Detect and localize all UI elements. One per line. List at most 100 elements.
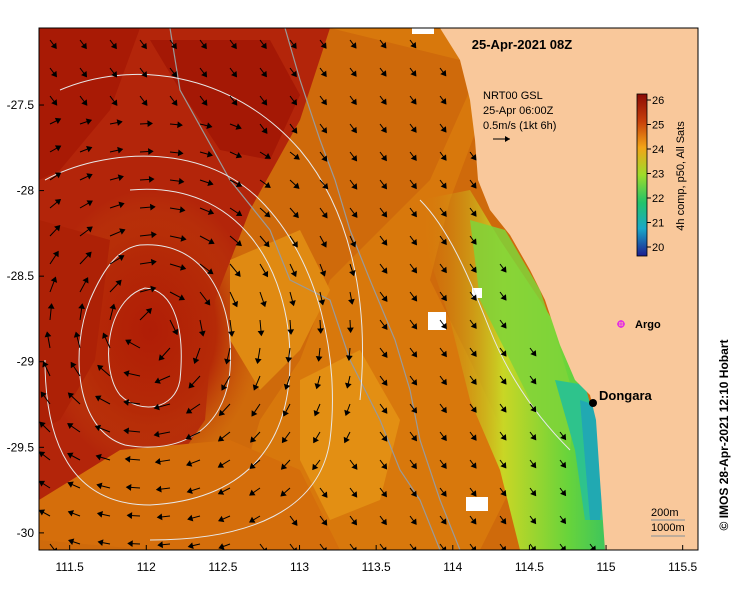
- current-arrow-head: [95, 395, 102, 402]
- current-arrow-head: [500, 266, 507, 273]
- sst-field: [39, 28, 698, 550]
- current-arrow-head: [119, 228, 126, 235]
- current-arrow-head: [67, 510, 75, 517]
- current-arrow-head: [217, 435, 225, 442]
- current-arrow-head: [231, 300, 239, 308]
- current-arrow-head: [39, 480, 46, 487]
- current-arrow: [259, 543, 266, 550]
- current-arrow-head: [123, 370, 130, 377]
- current-arrow-head: [440, 238, 447, 246]
- current-arrow-head: [313, 409, 320, 417]
- current-arrow-head: [350, 98, 357, 106]
- current-arrow-head: [500, 350, 507, 357]
- current-arrow-head: [411, 351, 418, 358]
- current-arrow-head: [410, 210, 417, 218]
- colorbar-tick-label: 24: [652, 144, 664, 156]
- current-arrow-head: [54, 198, 62, 206]
- current-arrow-head: [315, 356, 323, 362]
- y-axis: -27.5 -28 -28.5 -29 -29.5 -30: [7, 98, 44, 540]
- colorbar-tick-label: 21: [652, 218, 664, 230]
- current-arrow-head: [201, 99, 208, 106]
- current-arrow-head: [185, 433, 192, 440]
- current-arrow-head: [351, 463, 358, 470]
- current-arrow-head: [260, 42, 267, 50]
- current-arrow-head: [345, 355, 353, 362]
- current-arrow-head: [249, 516, 256, 523]
- current-arrow-head: [50, 70, 57, 78]
- current-arrow-head: [80, 42, 87, 50]
- dongara-marker: [589, 399, 597, 407]
- current-arrow-head: [207, 268, 214, 275]
- current-arrow-head: [411, 379, 418, 386]
- current-arrow-head: [171, 99, 178, 106]
- current-arrow-head: [186, 460, 193, 467]
- current-arrow-head: [150, 285, 157, 293]
- current-arrow-head: [68, 538, 75, 546]
- current-arrow-head: [293, 182, 300, 189]
- current-arrow-head: [221, 384, 228, 391]
- argo-marker: [617, 320, 625, 328]
- current-arrow-head: [42, 361, 49, 368]
- current-arrow-head: [381, 267, 388, 274]
- current-arrow-head: [291, 99, 298, 106]
- current-arrow-head: [470, 518, 477, 525]
- scale-arrow-icon: [493, 136, 510, 142]
- current-arrow-head: [560, 489, 567, 497]
- current-arrow-head: [44, 331, 52, 338]
- current-arrow-head: [410, 462, 417, 470]
- current-arrow: [409, 543, 416, 550]
- current-arrow-head: [500, 378, 507, 385]
- current-arrow-head: [218, 515, 225, 523]
- current-arrow-head: [250, 436, 257, 443]
- current-arrow-head: [86, 200, 93, 207]
- current-arrow-head: [411, 323, 418, 330]
- current-arrow-head: [180, 235, 187, 242]
- current-arrow-head: [115, 279, 122, 287]
- current-arrow-head: [124, 455, 131, 463]
- land: [440, 28, 698, 550]
- current-arrow-head: [54, 145, 62, 152]
- current-arrow-head: [96, 511, 103, 518]
- current-arrow-head: [254, 358, 262, 365]
- current-arrow-head: [149, 203, 156, 211]
- colorbar-tick-label: 20: [652, 242, 664, 254]
- current-arrow-head: [172, 328, 179, 336]
- current-arrow-head: [440, 266, 447, 274]
- current-arrow-head: [249, 462, 256, 469]
- current-arrow-head: [67, 481, 74, 488]
- current-arrow-head: [411, 267, 418, 274]
- current-arrow-head: [54, 225, 61, 232]
- current-arrow-head: [118, 201, 125, 209]
- current-arrow-head: [39, 421, 46, 428]
- current-arrow-head: [410, 126, 417, 133]
- current-arrow-head: [145, 308, 152, 315]
- current-arrow-head: [470, 378, 477, 385]
- current-arrow-head: [73, 331, 81, 338]
- current-arrow-head: [500, 322, 507, 329]
- current-arrow-head: [530, 545, 536, 550]
- current-arrow-head: [39, 451, 46, 458]
- current-arrow-head: [350, 70, 357, 77]
- current-arrow: [289, 543, 296, 550]
- current-arrow-head: [380, 42, 387, 49]
- current-arrow-head: [470, 434, 477, 441]
- current-arrow-head: [86, 226, 93, 233]
- current-arrow-head: [198, 330, 206, 337]
- current-arrow-head: [206, 150, 213, 158]
- current-arrow-head: [97, 364, 104, 372]
- current-arrow: [469, 543, 476, 550]
- current-arrow-head: [440, 462, 447, 469]
- current-arrow-head: [440, 406, 447, 414]
- current-arrow-head: [470, 546, 477, 550]
- current-arrow-head: [217, 461, 225, 468]
- current-arrow-head: [321, 491, 328, 498]
- current-arrow-head: [351, 155, 358, 162]
- current-arrow-head: [380, 154, 387, 162]
- colorbar-tick-label: 26: [652, 95, 664, 107]
- x-tick-label: 112: [137, 560, 156, 574]
- argo-label: Argo: [635, 319, 661, 331]
- current-arrow-head: [500, 462, 507, 469]
- current-arrow-head: [155, 485, 162, 493]
- current-arrow-head: [157, 541, 164, 549]
- current-arrow-head: [141, 71, 148, 78]
